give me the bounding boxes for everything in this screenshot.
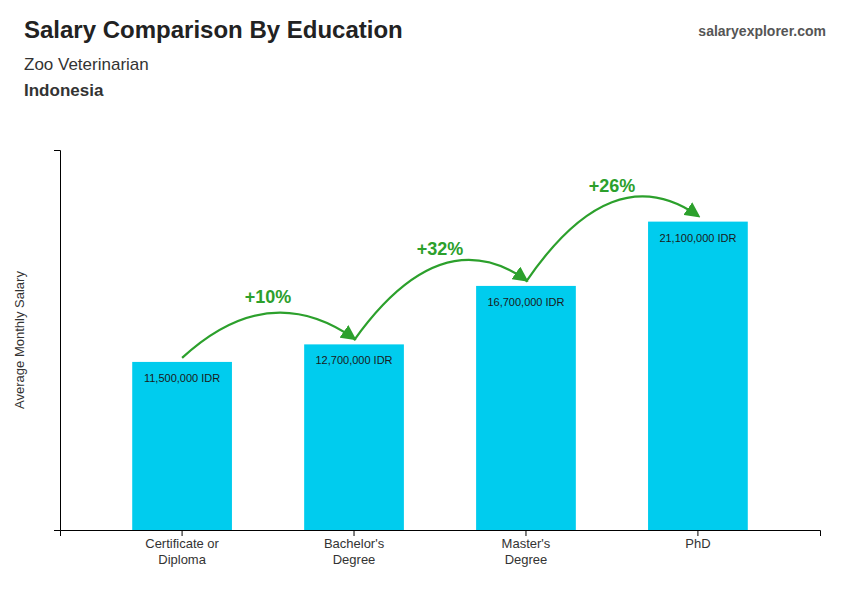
x-tick: Certificate orDiploma (145, 530, 219, 567)
y-axis-title: Average Monthly Salary (12, 271, 27, 409)
x-axis: Certificate orDiplomaBachelor'sDegreeMas… (61, 530, 821, 567)
data-label: 16,700,000 IDR (487, 296, 564, 308)
x-tick-mark (182, 530, 183, 536)
x-tick-label-line: Diploma (158, 552, 206, 567)
subtitle: Zoo Veterinarian (24, 55, 149, 74)
x-tick: Bachelor'sDegree (324, 530, 385, 567)
x-tick-label: PhD (685, 536, 710, 551)
annotations: +10% +32% +26% (182, 176, 698, 358)
data-labels: 11,500,000 IDR 12,700,000 IDR 16,700,000 I… (144, 232, 737, 384)
x-tick-label-line: PhD (685, 536, 710, 551)
change-arrow (354, 260, 526, 340)
change-label: +32% (417, 239, 464, 259)
bar (648, 222, 748, 530)
x-tick-label-line: Master's (502, 536, 551, 551)
x-tick: PhD (685, 530, 710, 551)
bar (132, 362, 232, 530)
change-label: +26% (589, 176, 636, 196)
bar (476, 286, 576, 530)
x-tick-label-line: Degree (333, 552, 376, 567)
source: salaryexplorer.com (698, 23, 826, 39)
x-tick-mark (354, 530, 355, 536)
x-tick-label: Master'sDegree (502, 536, 551, 567)
change-label: +10% (245, 287, 292, 307)
x-tick-label-line: Certificate or (145, 536, 219, 551)
plot: Certificate orDiplomaBachelor'sDegreeMas… (54, 151, 821, 568)
x-tick-label: Certificate orDiploma (145, 536, 219, 567)
change-arrow (526, 196, 698, 282)
x-tick-mark (525, 530, 526, 536)
x-tick-label-line: Degree (505, 552, 548, 567)
data-label: 12,700,000 IDR (315, 354, 392, 366)
bars (132, 222, 748, 530)
x-tick: Master'sDegree (502, 530, 551, 567)
bar (304, 344, 404, 530)
data-label: 21,100,000 IDR (659, 232, 736, 244)
chart-svg: Salary Comparison By Education Zoo Veteri… (0, 0, 850, 606)
change-arrow (182, 313, 354, 358)
x-axis-line (61, 531, 821, 537)
x-tick-label: Bachelor'sDegree (324, 536, 385, 567)
title: Salary Comparison By Education (24, 16, 403, 43)
x-tick-label-line: Bachelor's (324, 536, 385, 551)
x-tick-mark (697, 530, 698, 536)
data-label: 11,500,000 IDR (144, 372, 220, 384)
country: Indonesia (24, 81, 104, 100)
y-axis (54, 151, 61, 531)
y-axis-line (54, 151, 61, 531)
